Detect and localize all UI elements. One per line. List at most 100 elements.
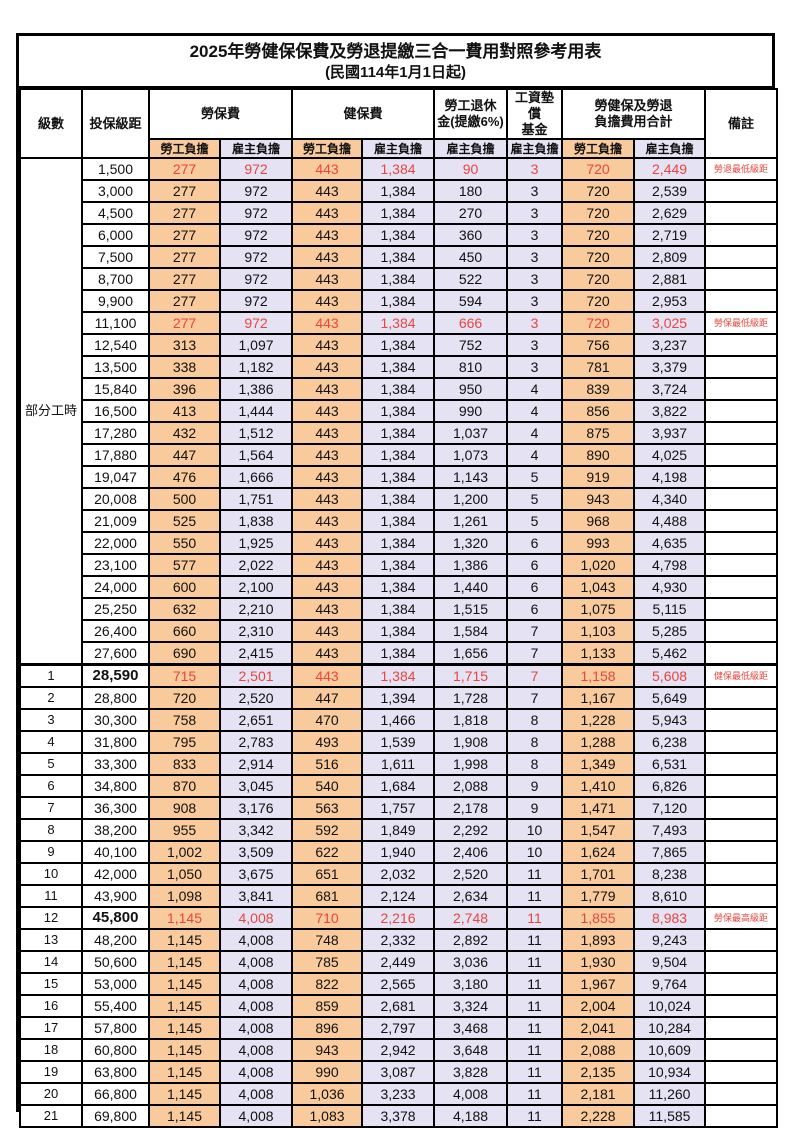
value-cell: 1,998	[433, 752, 509, 776]
value-cell: 2,135	[561, 1060, 636, 1084]
level-cell: 6	[19, 774, 83, 798]
bracket-cell: 20,008	[81, 487, 150, 511]
value-cell: 11	[506, 994, 564, 1018]
table-row: 22,000 550 1,925 443 1,384 1,320 6 993 4,635	[20, 531, 779, 555]
value-cell: 972	[218, 223, 294, 247]
value-cell: 4	[506, 399, 564, 423]
level-cell: 13	[19, 928, 83, 952]
value-cell: 11	[506, 862, 564, 886]
remark-cell	[704, 1104, 779, 1128]
value-cell: 5,608	[633, 663, 707, 688]
value-cell: 4,340	[633, 487, 707, 511]
value-cell: 990	[291, 1060, 364, 1084]
value-cell: 2,178	[433, 796, 509, 820]
subheader-labor-employee: 勞工負擔	[148, 138, 221, 159]
col-header-total: 勞健保及勞退 負擔費用合計	[561, 88, 707, 140]
value-cell: 890	[561, 443, 636, 467]
table-row: 17,280 432 1,512 443 1,384 1,037 4 875 3,937	[20, 421, 779, 445]
value-cell: 896	[291, 1016, 364, 1040]
value-cell: 2,942	[361, 1038, 436, 1062]
value-cell: 2,088	[433, 774, 509, 798]
value-cell: 651	[291, 862, 364, 886]
value-cell: 1,384	[361, 377, 436, 401]
value-cell: 277	[148, 201, 221, 225]
value-cell: 833	[148, 752, 221, 776]
value-cell: 6,826	[633, 774, 707, 798]
value-cell: 10,609	[633, 1038, 707, 1062]
premium-table: 級數 投保級距 勞保費 健保費 勞工退休 金(提繳6%) 工資墊償 基金 勞健保…	[19, 88, 779, 1128]
value-cell: 4,188	[433, 1104, 509, 1128]
value-cell: 1,384	[361, 553, 436, 577]
pension-line1: 勞工退休	[444, 98, 497, 113]
table-row: 6,000 277 972 443 1,384 360 3 720 2,719	[20, 223, 779, 247]
value-cell: 1,182	[218, 355, 294, 379]
value-cell: 493	[291, 730, 364, 754]
value-cell: 2,032	[361, 862, 436, 886]
value-cell: 443	[291, 201, 364, 225]
table-row: 12 45,800 1,145 4,008 710 2,216 2,748 11 1,855 8,…	[19, 906, 779, 930]
value-cell: 943	[291, 1038, 364, 1062]
value-cell: 11	[506, 1060, 564, 1084]
remark-cell	[704, 1038, 779, 1062]
value-cell: 1,145	[148, 928, 221, 952]
value-cell: 972	[218, 289, 294, 313]
value-cell: 3,468	[433, 1016, 509, 1040]
value-cell: 6	[506, 575, 564, 599]
value-cell: 2,501	[218, 663, 294, 688]
value-cell: 2,041	[561, 1016, 636, 1040]
value-cell: 4,798	[633, 553, 707, 577]
value-cell: 443	[291, 663, 364, 688]
table-row: 16,500 413 1,444 443 1,384 990 4 856 3,822	[20, 399, 779, 423]
value-cell: 3,379	[633, 355, 707, 379]
value-cell: 839	[561, 377, 636, 401]
level-cell: 5	[19, 752, 83, 776]
bracket-cell: 42,000	[81, 862, 150, 886]
table-row: 17,880 447 1,564 443 1,384 1,073 4 890 4,025	[20, 443, 779, 467]
value-cell: 2,719	[633, 223, 707, 247]
value-cell: 1,145	[148, 950, 221, 974]
value-cell: 3,828	[433, 1060, 509, 1084]
table-row: 15 53,000 1,145 4,008 822 2,565 3,180 11 1,967 9,…	[19, 972, 779, 996]
bracket-cell: 53,000	[81, 972, 150, 996]
value-cell: 2,406	[433, 840, 509, 864]
table-row: 4 31,800 795 2,783 493 1,539 1,908 8 1,288 6,238	[19, 730, 779, 754]
bracket-cell: 8,700	[81, 267, 150, 291]
value-cell: 1,779	[561, 884, 636, 908]
bracket-cell: 17,280	[81, 421, 150, 445]
value-cell: 6,531	[633, 752, 707, 776]
remark-cell: 勞保最高級距	[704, 906, 779, 930]
remark-cell	[704, 1082, 779, 1106]
value-cell: 360	[433, 223, 509, 247]
value-cell: 781	[561, 355, 636, 379]
bracket-cell: 40,100	[81, 840, 150, 864]
level-cell: 2	[19, 686, 83, 710]
value-cell: 1,384	[361, 223, 436, 247]
level-cell: 17	[19, 1016, 83, 1040]
value-cell: 1,384	[361, 355, 436, 379]
value-cell: 1,684	[361, 774, 436, 798]
value-cell: 5	[506, 487, 564, 511]
level-cell: 10	[19, 862, 83, 886]
bracket-cell: 16,500	[81, 399, 150, 423]
remark-cell	[704, 267, 779, 291]
value-cell: 447	[148, 443, 221, 467]
value-cell: 1,925	[218, 531, 294, 555]
value-cell: 11	[506, 950, 564, 974]
value-cell: 11,585	[633, 1104, 707, 1128]
value-cell: 443	[291, 575, 364, 599]
value-cell: 3,180	[433, 972, 509, 996]
value-cell: 1,384	[361, 245, 436, 269]
value-cell: 720	[561, 267, 636, 291]
value-cell: 1,849	[361, 818, 436, 842]
value-cell: 1,440	[433, 575, 509, 599]
value-cell: 270	[433, 201, 509, 225]
remark-cell	[704, 1060, 779, 1084]
value-cell: 443	[291, 597, 364, 621]
value-cell: 10,934	[633, 1060, 707, 1084]
value-cell: 972	[218, 267, 294, 291]
bracket-cell: 7,500	[81, 245, 150, 269]
remark-cell	[704, 289, 779, 313]
table-row: 6 34,800 870 3,045 540 1,684 2,088 9 1,410 6,826	[19, 774, 779, 798]
remark-cell	[704, 708, 779, 732]
value-cell: 2,520	[218, 686, 294, 710]
